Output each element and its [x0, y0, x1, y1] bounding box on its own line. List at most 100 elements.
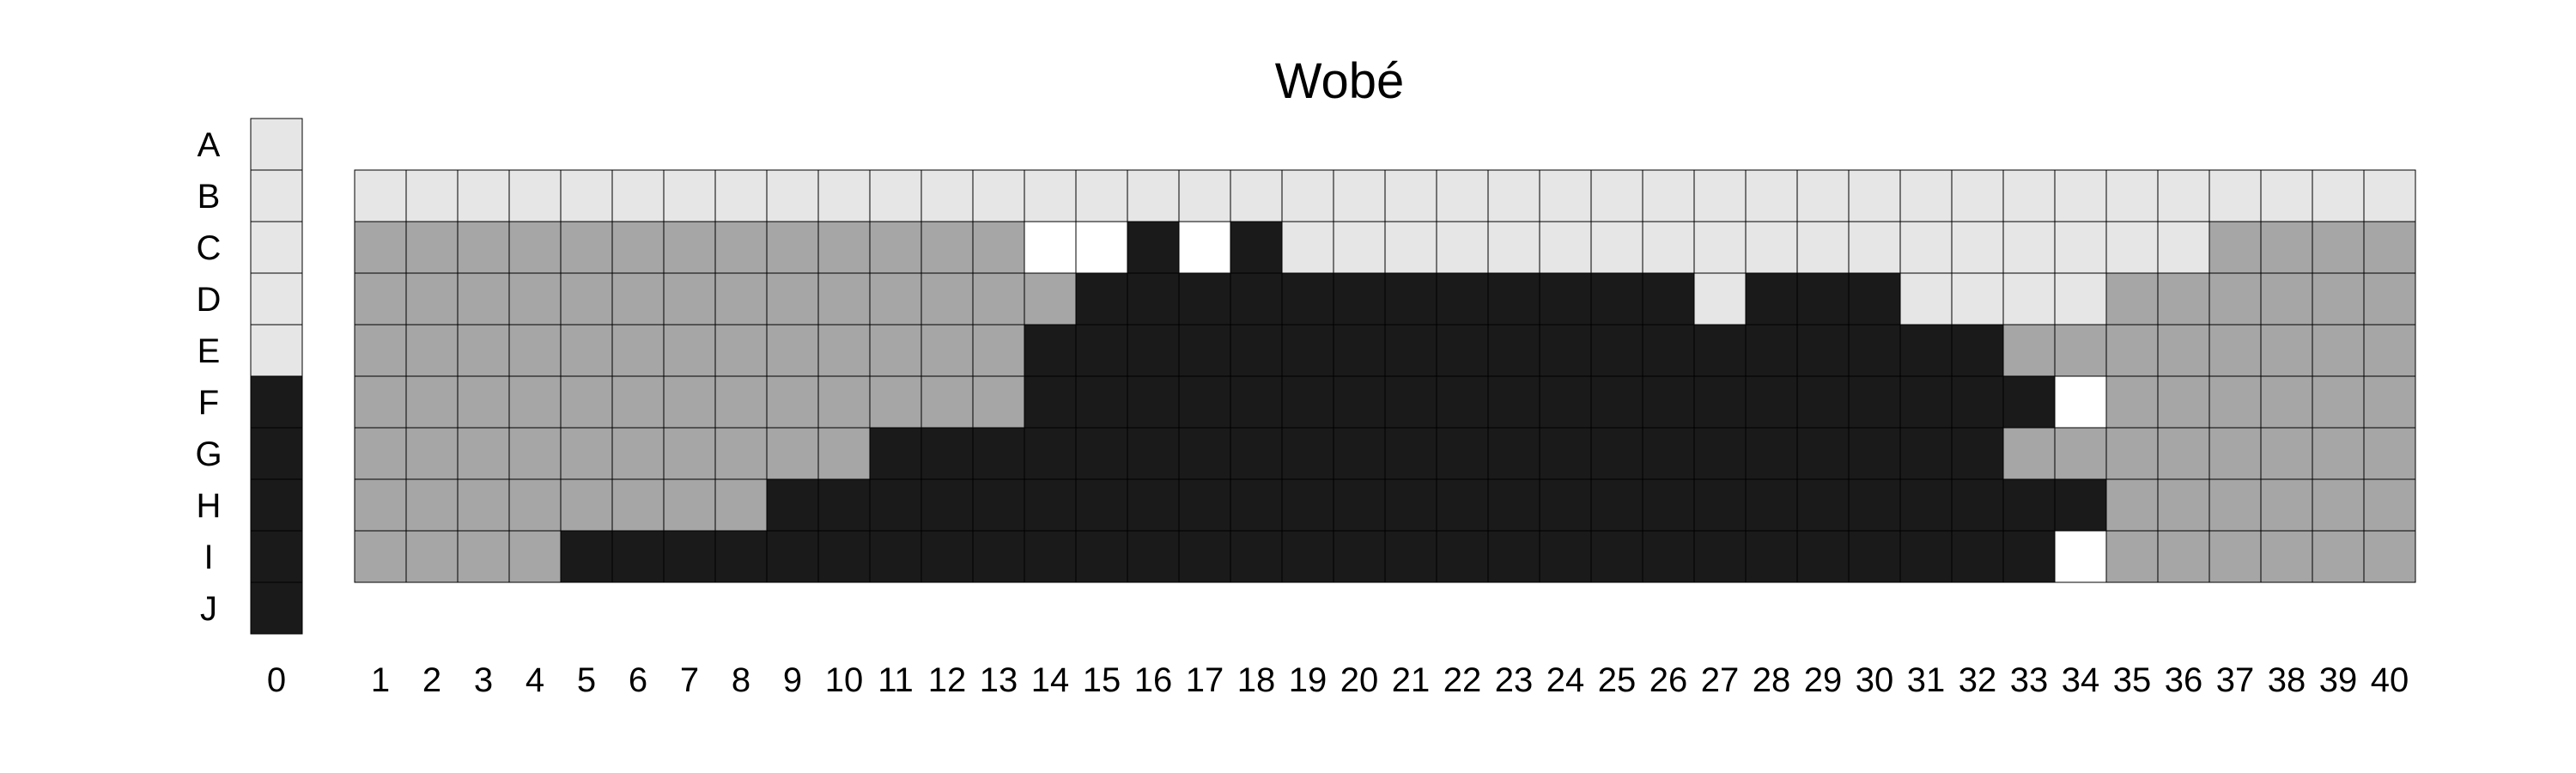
cell-F-20 [1333, 375, 1386, 429]
cell-H-9 [766, 478, 819, 532]
reference-column [250, 118, 303, 635]
column-label-20: 20 [1340, 661, 1379, 699]
cell-I-8 [714, 530, 768, 583]
cell-B-39 [2312, 169, 2365, 222]
column-label-12: 12 [928, 661, 967, 699]
cell-D-29 [1796, 272, 1850, 326]
cell-B-12 [920, 169, 974, 222]
cell-D-33 [2002, 272, 2056, 326]
cell-D-2 [405, 272, 459, 326]
cell-E-38 [2260, 324, 2313, 377]
cell-D-28 [1745, 272, 1798, 326]
cell-I-24 [1539, 530, 1592, 583]
column-label-40: 40 [2371, 661, 2409, 699]
cell-B-24 [1539, 169, 1592, 222]
cell-H-21 [1384, 478, 1437, 532]
column-label-26: 26 [1649, 661, 1688, 699]
cell-B-1 [354, 169, 407, 222]
ref-cell-C [250, 221, 303, 274]
cell-D-15 [1075, 272, 1128, 326]
cell-B-18 [1230, 169, 1283, 222]
cell-C-39 [2312, 221, 2365, 274]
column-label-0: 0 [267, 661, 286, 699]
cell-F-15 [1075, 375, 1128, 429]
cell-G-1 [354, 427, 407, 480]
ref-cell-D [250, 272, 303, 326]
cell-H-22 [1436, 478, 1489, 532]
cell-E-14 [1024, 324, 1077, 377]
column-label-25: 25 [1598, 661, 1637, 699]
cell-E-31 [1899, 324, 1953, 377]
cell-G-13 [972, 427, 1025, 480]
row-label-H: H [197, 487, 222, 525]
cell-G-19 [1281, 427, 1334, 480]
cell-F-12 [920, 375, 974, 429]
cell-B-7 [663, 169, 716, 222]
cell-E-39 [2312, 324, 2365, 377]
column-label-22: 22 [1443, 661, 1482, 699]
ref-cell-E [250, 324, 303, 377]
cell-G-20 [1333, 427, 1386, 480]
cell-F-34 [2054, 375, 2107, 429]
cell-C-16 [1127, 221, 1180, 274]
cell-E-8 [714, 324, 768, 377]
cell-C-12 [920, 221, 974, 274]
cell-C-22 [1436, 221, 1489, 274]
cell-F-25 [1590, 375, 1643, 429]
cell-I-31 [1899, 530, 1953, 583]
cell-B-19 [1281, 169, 1334, 222]
cell-D-13 [972, 272, 1025, 326]
cell-D-21 [1384, 272, 1437, 326]
cell-D-23 [1487, 272, 1540, 326]
cell-C-28 [1745, 221, 1798, 274]
cell-H-27 [1693, 478, 1747, 532]
cell-G-30 [1848, 427, 1901, 480]
cell-G-29 [1796, 427, 1850, 480]
cell-H-19 [1281, 478, 1334, 532]
cell-F-6 [611, 375, 665, 429]
cell-B-40 [2363, 169, 2416, 222]
cell-F-36 [2157, 375, 2210, 429]
cell-D-12 [920, 272, 974, 326]
cell-G-34 [2054, 427, 2107, 480]
cell-D-26 [1642, 272, 1695, 326]
cell-I-25 [1590, 530, 1643, 583]
cell-F-32 [1951, 375, 2004, 429]
cell-B-4 [508, 169, 562, 222]
column-label-33: 33 [2010, 661, 2049, 699]
cell-I-29 [1796, 530, 1850, 583]
column-label-19: 19 [1289, 661, 1327, 699]
cell-E-6 [611, 324, 665, 377]
cell-F-22 [1436, 375, 1489, 429]
cell-D-6 [611, 272, 665, 326]
cell-F-5 [560, 375, 613, 429]
ref-cell-G [250, 427, 303, 480]
cell-F-14 [1024, 375, 1077, 429]
cell-E-33 [2002, 324, 2056, 377]
cell-C-31 [1899, 221, 1953, 274]
column-label-13: 13 [980, 661, 1018, 699]
cell-D-16 [1127, 272, 1180, 326]
cell-C-29 [1796, 221, 1850, 274]
cell-D-40 [2363, 272, 2416, 326]
cell-H-11 [869, 478, 922, 532]
cell-H-18 [1230, 478, 1283, 532]
cell-E-32 [1951, 324, 2004, 377]
cell-C-9 [766, 221, 819, 274]
heatmap-grid [354, 169, 2416, 583]
cell-I-16 [1127, 530, 1180, 583]
cell-B-37 [2208, 169, 2262, 222]
cell-H-32 [1951, 478, 2004, 532]
cell-I-10 [817, 530, 871, 583]
column-label-6: 6 [629, 661, 647, 699]
cell-C-34 [2054, 221, 2107, 274]
cell-E-24 [1539, 324, 1592, 377]
cell-I-28 [1745, 530, 1798, 583]
cell-C-13 [972, 221, 1025, 274]
cell-I-15 [1075, 530, 1128, 583]
cell-C-19 [1281, 221, 1334, 274]
cell-F-33 [2002, 375, 2056, 429]
cell-G-28 [1745, 427, 1798, 480]
cell-B-28 [1745, 169, 1798, 222]
cell-B-26 [1642, 169, 1695, 222]
